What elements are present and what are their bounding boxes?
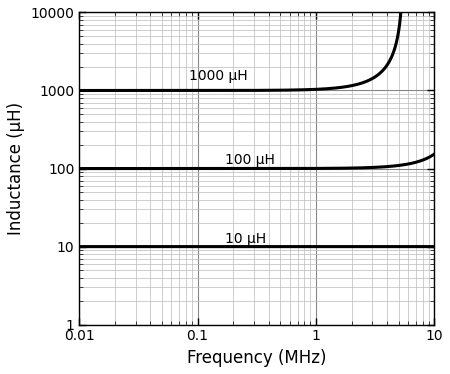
X-axis label: Frequency (MHz): Frequency (MHz) [187,349,327,367]
Y-axis label: Inductance (μH): Inductance (μH) [7,102,25,235]
Text: 10 μH: 10 μH [225,232,266,246]
Text: 100 μH: 100 μH [225,153,274,167]
Text: 1000 μH: 1000 μH [189,69,248,83]
